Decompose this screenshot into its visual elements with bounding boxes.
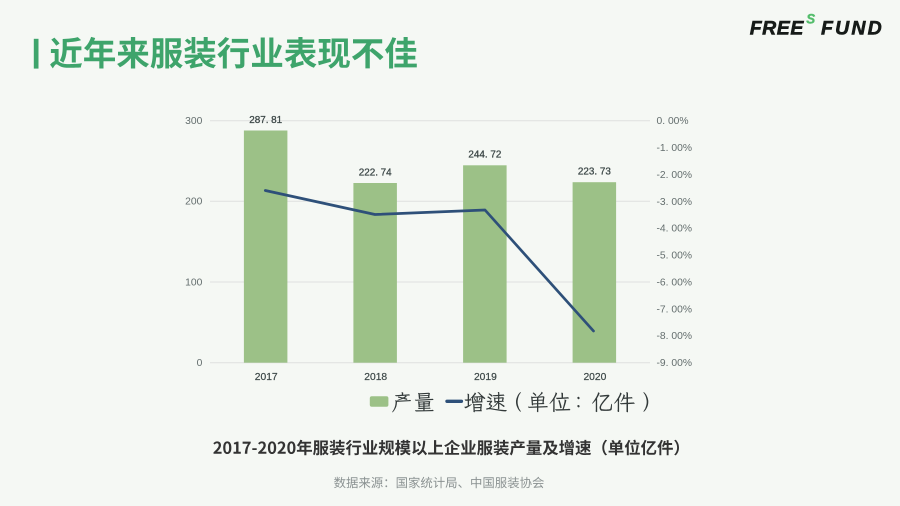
svg-text:-2. 00%: -2. 00% (657, 170, 693, 181)
svg-text:-9. 00%: -9. 00% (657, 358, 693, 369)
svg-text:-3. 00%: -3. 00% (657, 197, 693, 208)
svg-text:S: S (806, 11, 815, 26)
svg-text:200: 200 (185, 197, 202, 208)
svg-text:222. 74: 222. 74 (359, 167, 392, 178)
svg-text:-5. 00%: -5. 00% (657, 251, 693, 262)
svg-text:2019: 2019 (474, 372, 497, 383)
svg-text:287. 81: 287. 81 (249, 115, 282, 126)
svg-text:0. 00%: 0. 00% (657, 116, 689, 127)
svg-text:-8. 00%: -8. 00% (657, 331, 693, 342)
svg-text:100: 100 (185, 277, 202, 288)
svg-text:300: 300 (185, 116, 202, 127)
svg-text:FUND: FUND (821, 17, 884, 39)
svg-text:244. 72: 244. 72 (468, 150, 501, 161)
svg-text:2018: 2018 (364, 372, 387, 383)
svg-text:FREE: FREE (750, 17, 805, 39)
svg-text:2017: 2017 (255, 372, 278, 383)
svg-text:-7. 00%: -7. 00% (657, 304, 693, 315)
svg-text:-6. 00%: -6. 00% (657, 277, 693, 288)
svg-text:0: 0 (197, 358, 203, 369)
svg-text:2020: 2020 (583, 372, 606, 383)
svg-text:-4. 00%: -4. 00% (657, 224, 693, 235)
svg-text:223. 73: 223. 73 (578, 167, 611, 178)
svg-text:-1. 00%: -1. 00% (657, 143, 693, 154)
